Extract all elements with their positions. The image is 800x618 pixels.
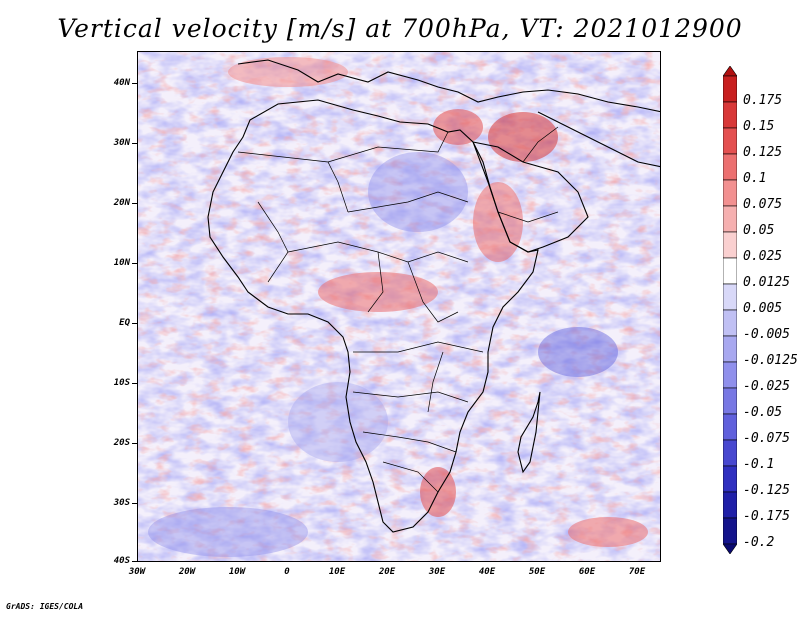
lon-label: 60E (578, 567, 596, 577)
colorbar-swatch (723, 335, 737, 363)
lon-label: 20E (378, 567, 396, 577)
downdraft-regions (148, 152, 618, 557)
colorbar-swatch (723, 75, 737, 103)
colorbar-swatch (723, 231, 737, 259)
colorbar-swatch (723, 283, 737, 311)
colorbar-swatch (723, 101, 737, 129)
colorbar-label: -0.005 (743, 327, 790, 342)
colorbar (723, 66, 737, 554)
colorbar-label: -0.175 (743, 509, 790, 524)
colorbar-label: -0.025 (743, 379, 790, 394)
colorbar-label: -0.0125 (743, 353, 798, 368)
lon-label: 40E (478, 567, 496, 577)
colorbar-top-arrow (723, 66, 737, 77)
lon-label: 30W (128, 567, 146, 577)
lat-label: 30S (113, 498, 130, 508)
colorbar-swatch (723, 127, 737, 155)
lat-label: EQ (119, 318, 130, 328)
colorbar-label: 0.025 (743, 249, 783, 264)
colorbar-label: 0.0125 (743, 275, 790, 290)
colorbar-swatch (723, 179, 737, 207)
colorbar-label: 0.15 (743, 119, 775, 134)
lon-label: 30E (428, 567, 446, 577)
colorbar-swatch (723, 387, 737, 415)
footer-credit: GrADS: IGES/COLA (6, 602, 84, 611)
colorbar-label: -0.125 (743, 483, 790, 498)
lon-label: 20W (178, 567, 196, 577)
colorbar-swatch (723, 309, 737, 337)
lon-label: 0 (284, 567, 290, 577)
lon-label: 10W (228, 567, 246, 577)
colorbar-label: -0.075 (743, 431, 790, 446)
colorbar-swatches (723, 66, 737, 554)
colorbar-label: -0.1 (743, 457, 775, 472)
lat-label: 20N (113, 198, 130, 208)
colorbar-swatch (723, 491, 737, 519)
lon-label: 10E (328, 567, 346, 577)
colorbar-label: 0.005 (743, 301, 783, 316)
colorbar-swatch (723, 465, 737, 493)
lat-label: 30N (113, 138, 130, 148)
colorbar-swatch (723, 517, 737, 545)
map-panel (137, 51, 661, 562)
country-borders (237, 126, 559, 493)
colorbar-swatch (723, 361, 737, 389)
colorbar-swatch (723, 439, 737, 467)
colorbar-label: -0.05 (743, 405, 783, 420)
colorbar-label: 0.125 (743, 145, 783, 160)
colorbar-swatch (723, 257, 737, 285)
lat-label: 40N (113, 78, 130, 88)
colorbar-label: -0.2 (743, 535, 775, 550)
colorbar-label: 0.075 (743, 197, 783, 212)
velocity-field (138, 52, 660, 561)
colorbar-swatch (723, 205, 737, 233)
colorbar-bottom-arrow (723, 543, 737, 554)
lon-label: 70E (628, 567, 646, 577)
lat-label: 10N (113, 258, 130, 268)
lat-label: 10S (113, 378, 130, 388)
lat-label: 40S (113, 556, 130, 566)
colorbar-label: 0.1 (743, 171, 767, 186)
colorbar-swatch (723, 153, 737, 181)
colorbar-swatch (723, 413, 737, 441)
lon-label: 50E (528, 567, 546, 577)
lat-label: 20S (113, 438, 130, 448)
colorbar-label: 0.175 (743, 93, 783, 108)
map-title: Vertical velocity [m/s] at 700hPa, VT: 2… (57, 14, 743, 43)
colorbar-label: 0.05 (743, 223, 775, 238)
